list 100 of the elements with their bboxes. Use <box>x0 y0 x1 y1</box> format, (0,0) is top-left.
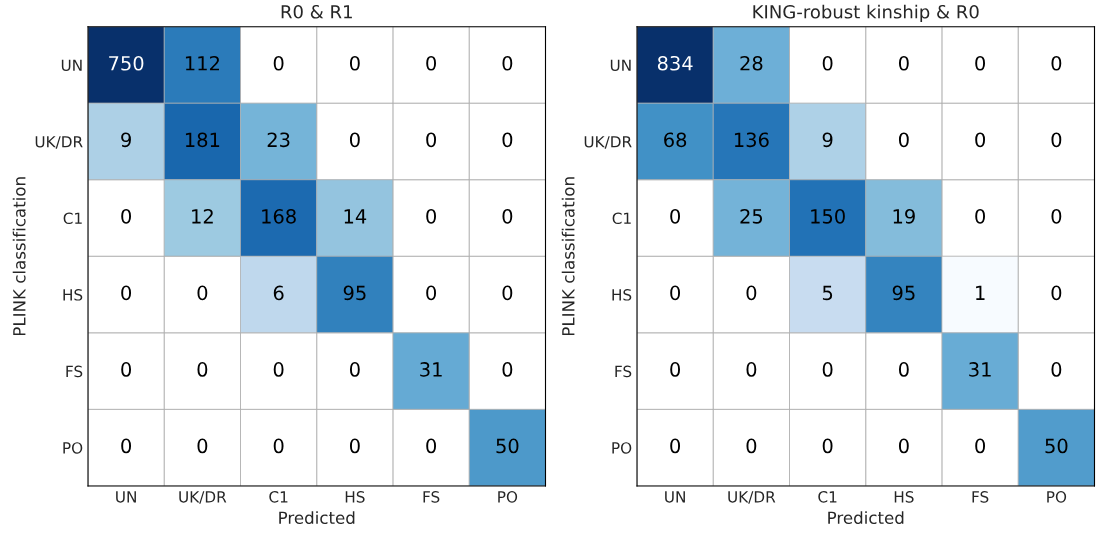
data-label: 0 <box>975 438 986 454</box>
data-label: 0 <box>426 208 437 224</box>
y-tick-label: PO <box>612 442 632 454</box>
data-label: 0 <box>822 362 833 377</box>
data-label: 0 <box>426 285 437 301</box>
data-label: 95 <box>892 285 915 301</box>
data-label: 68 <box>664 132 687 148</box>
data-label: 0 <box>349 132 360 148</box>
data-label: 0 <box>502 208 513 224</box>
y-axis-title: PLINK classification <box>12 177 26 336</box>
data-label: 6 <box>273 285 284 301</box>
data-label: 0 <box>746 362 757 377</box>
data-label: 0 <box>197 438 208 454</box>
data-label: 0 <box>822 55 833 71</box>
y-tick-label: FS <box>615 365 632 378</box>
y-tick-label: UN <box>61 59 82 71</box>
x-tick-label: PO <box>498 491 518 503</box>
data-label: 0 <box>670 438 681 454</box>
data-label: 0 <box>349 438 360 454</box>
data-label: 181 <box>185 132 220 148</box>
data-label: 0 <box>121 438 132 454</box>
data-label: 0 <box>273 55 284 71</box>
data-label: 0 <box>273 438 284 454</box>
y-tick-label: HS <box>612 289 632 301</box>
data-label: 0 <box>898 132 909 148</box>
x-tick-label: HS <box>345 491 365 503</box>
y-tick-label: PO <box>63 442 83 454</box>
data-label: 112 <box>185 55 219 71</box>
data-label: 0 <box>426 55 437 71</box>
data-label: 0 <box>746 285 757 301</box>
x-tick-label: UK/DR <box>728 491 776 504</box>
y-tick-label: FS <box>66 365 83 378</box>
data-label: 0 <box>1051 208 1062 224</box>
data-label: 0 <box>975 132 986 148</box>
data-label: 95 <box>343 285 366 301</box>
x-tick-label: UN <box>116 491 136 503</box>
data-label: 750 <box>109 55 144 71</box>
data-label: 23 <box>267 132 290 148</box>
y-tick-label: UK/DR <box>584 136 632 149</box>
x-tick-label: UK/DR <box>179 491 227 504</box>
x-tick-label: FS <box>972 491 989 503</box>
y-tick-label: HS <box>63 289 83 301</box>
x-tick-label: C1 <box>269 491 288 503</box>
data-label: 0 <box>975 55 986 71</box>
data-label: 0 <box>502 362 513 377</box>
data-label: 0 <box>1051 362 1062 377</box>
data-label: 0 <box>121 285 132 301</box>
data-label: 9 <box>121 132 131 148</box>
data-label: 0 <box>502 132 513 148</box>
data-label: 0 <box>898 55 909 71</box>
data-label: 0 <box>1051 132 1062 148</box>
y-tick-label: UN <box>610 59 631 71</box>
data-label: 0 <box>349 362 360 377</box>
data-label: 0 <box>426 438 437 454</box>
data-label: 150 <box>811 208 845 224</box>
data-label: 31 <box>420 362 442 377</box>
data-label: 50 <box>1045 438 1068 454</box>
x-tick-label: HS <box>894 491 914 503</box>
data-label: 834 <box>657 55 693 71</box>
data-label: 28 <box>740 55 763 71</box>
y-tick-label: C1 <box>612 212 631 225</box>
data-label: 0 <box>898 438 909 454</box>
data-label: 0 <box>197 285 208 301</box>
data-label: 0 <box>349 55 360 71</box>
data-label: 168 <box>262 208 296 224</box>
x-axis-title: Predicted <box>828 511 904 525</box>
data-label: 14 <box>344 209 367 224</box>
y-tick-label: C1 <box>63 212 82 225</box>
chart-title: R0 & R1 <box>281 4 352 19</box>
data-label: 0 <box>670 285 681 301</box>
y-axis-title: PLINK classification <box>561 177 575 336</box>
chart-title: KING-robust kinship & R0 <box>753 4 979 23</box>
data-label: 25 <box>740 208 763 224</box>
data-label: 0 <box>502 55 513 71</box>
data-label: 12 <box>192 208 213 224</box>
data-label: 0 <box>975 208 986 224</box>
x-tick-label: PO <box>1047 491 1067 503</box>
data-label: 5 <box>822 285 833 301</box>
data-label: 0 <box>746 438 757 454</box>
data-label: 0 <box>1051 55 1062 71</box>
x-axis-title: Predicted <box>279 511 355 525</box>
data-label: 0 <box>426 132 437 148</box>
data-label: 0 <box>822 438 833 454</box>
data-label: 0 <box>121 208 132 224</box>
y-tick-label: UK/DR <box>35 136 83 149</box>
data-label: 50 <box>496 438 519 454</box>
x-tick-label: FS <box>423 491 440 503</box>
data-label: 0 <box>1051 285 1062 301</box>
data-label: 31 <box>969 362 991 377</box>
data-label: 0 <box>273 362 284 377</box>
data-label: 1 <box>976 285 985 300</box>
data-label: 0 <box>502 285 513 301</box>
data-label: 0 <box>121 362 132 377</box>
data-label: 0 <box>197 362 208 377</box>
data-label: 0 <box>670 208 681 224</box>
data-label: 19 <box>893 208 915 224</box>
data-label: 136 <box>734 132 769 148</box>
x-tick-label: UN <box>665 491 685 503</box>
x-tick-label: C1 <box>818 491 837 503</box>
data-label: 9 <box>822 132 833 148</box>
